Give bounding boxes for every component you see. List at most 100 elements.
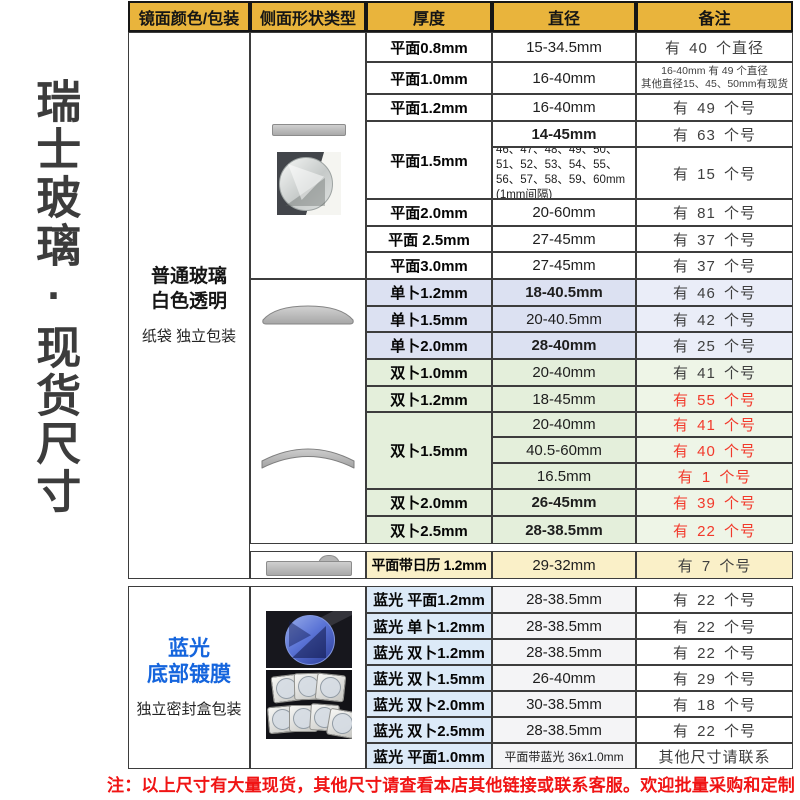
thickness-cell: 平面0.8mm	[366, 32, 492, 62]
thickness-cell: 双卜1.5mm	[366, 412, 492, 489]
diameter-cell: 28-38.5mm	[492, 516, 636, 544]
note-cell: 有 40 个直径	[636, 32, 793, 62]
note-cell: 其他尺寸请联系	[636, 743, 793, 769]
single-dome-profile-icon	[260, 301, 356, 333]
thickness-cell: 平面1.2mm	[366, 94, 492, 121]
diameter-cell: 16-40mm	[492, 94, 636, 121]
diameter-cell: 27-45mm	[492, 226, 636, 252]
thickness-cell: 平面1.0mm	[366, 62, 492, 94]
thickness-cell: 平面1.5mm	[366, 121, 492, 199]
blister-box	[325, 707, 352, 739]
diameter-cell: 40.5-60mm	[492, 437, 636, 463]
diameter-cell: 20-40mm	[492, 412, 636, 437]
shape-cell-flat	[250, 32, 366, 279]
thickness-cell: 蓝光 双卜2.5mm	[366, 717, 492, 743]
blister-box	[314, 672, 347, 703]
thickness-cell: 平面3.0mm	[366, 252, 492, 279]
material-packaging: 纸袋 独立包装	[141, 327, 237, 345]
thickness-cell: 蓝光 单卜1.2mm	[366, 613, 492, 639]
shape-cell-calendar	[250, 551, 366, 579]
diameter-cell: 27-45mm	[492, 252, 636, 279]
col-header-shape-type: 侧面形状类型	[250, 1, 366, 32]
diameter-cell: 28-40mm	[492, 332, 636, 359]
col-header-remark: 备注	[636, 1, 793, 32]
side-title: 瑞士玻璃·现货尺寸	[29, 78, 81, 516]
note-cell: 16-40mm 有 49 个直径 其他直径15、45、50mm有现货	[636, 62, 793, 94]
thickness-cell: 蓝光 平面1.2mm	[366, 586, 492, 613]
thickness-cell: 蓝光 双卜1.2mm	[366, 639, 492, 665]
thickness-cell: 双卜2.0mm	[366, 489, 492, 516]
note-cell: 有 18 个号	[636, 691, 793, 717]
thickness-cell: 蓝光 平面1.0mm	[366, 743, 492, 769]
note-cell: 有 22 个号	[636, 639, 793, 665]
note-cell: 有 49 个号	[636, 94, 793, 121]
diameter-cell: 18-45mm	[492, 386, 636, 412]
note-cell: 有 37 个号	[636, 226, 793, 252]
note-cell: 有 41 个号	[636, 359, 793, 386]
note-cell: 有 63 个号	[636, 121, 793, 147]
note-cell: 有 81 个号	[636, 199, 793, 226]
col-header-color-packaging: 镜面颜色/包装	[128, 1, 250, 32]
note-cell: 有 22 个号	[636, 613, 793, 639]
note-cell: 有 22 个号	[636, 717, 793, 743]
diameter-cell: 20-40.5mm	[492, 306, 636, 332]
thickness-cell: 单卜1.2mm	[366, 279, 492, 306]
glass-lens-photo	[277, 152, 341, 215]
diameter-cell: 46、47、48、49、50、51、52、53、54、55、56、57、58、5…	[492, 147, 636, 199]
note-cell: 有 40 个号	[636, 437, 793, 463]
flat-profile-icon	[272, 124, 346, 136]
thickness-cell: 双卜1.0mm	[366, 359, 492, 386]
thickness-cell: 单卜1.5mm	[366, 306, 492, 332]
material-title: 蓝光 底部镀膜	[147, 636, 231, 686]
diameter-cell: 30-38.5mm	[492, 691, 636, 717]
diameter-cell: 20-40mm	[492, 359, 636, 386]
note-cell: 有 22 个号	[636, 516, 793, 544]
diameter-cell: 28-38.5mm	[492, 717, 636, 743]
diameter-cell: 20-60mm	[492, 199, 636, 226]
double-dome-profile-icon	[256, 435, 360, 474]
col-header-diameter: 直径	[492, 1, 636, 32]
blue-lens-photo	[266, 611, 352, 668]
note-cell: 有 7 个号	[636, 551, 793, 579]
note-cell: 有 46 个号	[636, 279, 793, 306]
thickness-cell: 双卜2.5mm	[366, 516, 492, 544]
diameter-cell: 16-40mm	[492, 62, 636, 94]
thickness-cell: 平面带日历 1.2mm	[366, 551, 492, 579]
col-header-thickness: 厚度	[366, 1, 492, 32]
diameter-cell: 15-34.5mm	[492, 32, 636, 62]
thickness-cell: 双卜1.2mm	[366, 386, 492, 412]
diameter-cell: 28-38.5mm	[492, 613, 636, 639]
diameter-cell: 26-45mm	[492, 489, 636, 516]
diameter-cell: 28-38.5mm	[492, 586, 636, 613]
thickness-cell: 平面2.0mm	[366, 199, 492, 226]
note-cell: 有 37 个号	[636, 252, 793, 279]
diameter-cell: 平面带蓝光 36x1.0mm	[492, 743, 636, 769]
thickness-cell: 蓝光 双卜1.5mm	[366, 665, 492, 691]
diameter-cell: 16.5mm	[492, 463, 636, 489]
flat-bar	[266, 560, 352, 576]
material-cell-ordinary-glass: 普通玻璃 白色透明 纸袋 独立包装	[128, 32, 250, 579]
note-cell: 有 22 个号	[636, 586, 793, 613]
note-cell: 有 39 个号	[636, 489, 793, 516]
note-cell: 有 42 个号	[636, 306, 793, 332]
diameter-cell: 29-32mm	[492, 551, 636, 579]
sealed-box-packaging-photo	[266, 670, 352, 739]
material-packaging: 独立密封盒包装	[136, 701, 242, 719]
note-cell: 有 25 个号	[636, 332, 793, 359]
diameter-cell: 26-40mm	[492, 665, 636, 691]
diameter-cell: 28-38.5mm	[492, 639, 636, 665]
diameter-cell: 14-45mm	[492, 121, 636, 147]
note-line: 其他直径15、45、50mm有现货	[640, 78, 789, 90]
diameter-cell: 18-40.5mm	[492, 279, 636, 306]
shape-cell-domed	[250, 279, 366, 544]
thickness-cell: 单卜2.0mm	[366, 332, 492, 359]
note-cell: 有 1 个号	[636, 463, 793, 489]
note-cell: 有 41 个号	[636, 412, 793, 437]
note-cell: 有 55 个号	[636, 386, 793, 412]
thickness-cell: 平面 2.5mm	[366, 226, 492, 252]
material-cell-blue-light: 蓝光 底部镀膜 独立密封盒包装	[128, 586, 250, 769]
shape-cell-bluelight	[250, 586, 366, 769]
note-cell: 有 15 个号	[636, 147, 793, 199]
note-cell: 有 29 个号	[636, 665, 793, 691]
